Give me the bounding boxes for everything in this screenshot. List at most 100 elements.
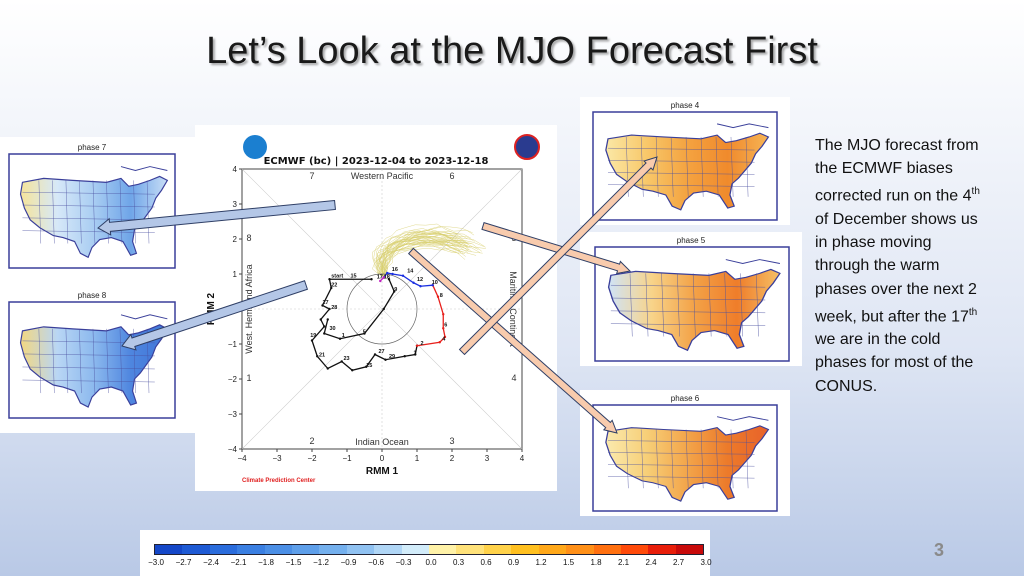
trajectory-point (328, 278, 331, 281)
us-map (605, 416, 770, 502)
colorbar-swatch (374, 545, 402, 554)
page-number: 3 (934, 540, 945, 560)
colorbar-tick-label: −2.7 (175, 558, 192, 567)
trajectory-point (403, 355, 406, 358)
y-tick-label: −4 (228, 445, 238, 454)
ensemble-member (381, 237, 461, 278)
colorbar-swatch (593, 545, 621, 554)
trajectory-label: 23 (344, 356, 350, 362)
state-border (38, 328, 41, 394)
description-text: The MJO forecast from the ECMWF biases cor… (815, 134, 1015, 398)
state-border (38, 180, 41, 244)
trajectory-label: 28 (331, 305, 337, 311)
trajectory-point (382, 307, 385, 311)
colorbar-ticks: −3.0 −2.7 −2.4 −2.1 −1.8 −1.5 −1.2 −0.9 −0.6 −0.3… (142, 558, 712, 570)
colorbar-tick-label: 0.9 (507, 558, 520, 567)
colorbar-tick-label: 2.1 (617, 558, 630, 567)
state-border (65, 328, 69, 394)
x-tick-label: −2 (307, 454, 317, 463)
trajectory-point (330, 286, 333, 290)
trajectory-label: 10 (432, 280, 438, 286)
state-border (677, 273, 680, 337)
state-border (715, 429, 719, 489)
colorbar-tick-label: 1.5 (562, 558, 575, 567)
x-tick-label: −3 (272, 454, 282, 463)
colorbar-tick-label: −0.6 (368, 558, 384, 567)
trajectory-label: 27 (323, 300, 329, 306)
colorbar-tick-label: −1.2 (313, 558, 329, 567)
colorbar-tick-label: 1.2 (535, 558, 547, 567)
state-border (730, 429, 734, 489)
mjo-phase-diagram: ECMWF (bc) | 2023-12-04 to 2023-12-18−4−… (206, 134, 540, 484)
trajectory-point (319, 318, 322, 321)
y-tick-label: −1 (228, 340, 238, 349)
trajectory-point (321, 304, 324, 307)
state-border (22, 353, 155, 357)
trajectory-point (384, 358, 387, 361)
description-line: in phase moving (815, 234, 932, 252)
trajectory-point (340, 360, 343, 363)
trajectory-point (365, 365, 368, 368)
colorbar-tick-label: −0.9 (340, 558, 357, 567)
map-phase-5: phase 5 (580, 232, 802, 366)
map-phase-4: phase 4 (580, 97, 790, 225)
y-axis-label: RMM 2 (206, 292, 217, 325)
trajectory-point (373, 353, 377, 356)
colorbar-swatch (264, 545, 293, 554)
colorbar: −3.0 −2.7 −2.4 −2.1 −1.8 −1.5 −1.2 −0.9 −0.6 −0.3… (140, 530, 712, 576)
state-border (22, 366, 155, 370)
x-tick-label: 0 (380, 454, 385, 463)
y-tick-label: 1 (233, 270, 238, 279)
trajectory-point (379, 279, 382, 283)
description-line: phases for most of the (815, 354, 974, 372)
colorbar-swatch (620, 545, 649, 554)
map-label: phase 4 (670, 101, 700, 110)
map-label: phase 6 (670, 394, 700, 403)
state-border (715, 136, 719, 197)
trajectory-point (401, 274, 405, 277)
state-border (661, 273, 665, 337)
state-border (607, 464, 755, 467)
ensemble-member (381, 230, 475, 278)
y-tick-label: 3 (233, 200, 238, 209)
colorbar-tick-label: 0.0 (425, 558, 437, 567)
trajectory-point (386, 271, 389, 275)
trajectory-point (415, 344, 419, 347)
trajectory-label: 21 (319, 352, 325, 358)
colorbar-swatch (675, 545, 704, 554)
colorbar-swatch (155, 545, 183, 554)
state-border (685, 429, 689, 489)
colorbar-tick-label: 2.7 (672, 558, 685, 567)
colorbar-tick-label: 0.6 (480, 558, 492, 567)
map-phase-6: phase 6 (580, 390, 790, 516)
phase-label: 1 (246, 373, 251, 383)
map-label: phase 8 (77, 291, 107, 300)
state-border (625, 429, 629, 489)
trajectory-label: start (331, 274, 343, 280)
description-line: of December shows us (815, 210, 978, 228)
phase-label: 3 (449, 436, 454, 446)
y-tick-label: 4 (233, 165, 238, 174)
trajectory-point (323, 325, 326, 328)
state-border (745, 136, 749, 197)
state-border (708, 273, 712, 337)
description-line: phases over the next 2 (815, 280, 977, 298)
trajectory-point (370, 278, 373, 281)
trajectory-label: 17 (377, 275, 383, 281)
ensemble-member (379, 232, 452, 278)
state-border (670, 136, 674, 197)
trajectory-label: 16 (392, 267, 398, 273)
canada-outline (716, 416, 769, 421)
state-border (700, 429, 704, 489)
ensemble-member (385, 233, 467, 278)
trajectory-line (311, 278, 418, 371)
noaa-logo (243, 135, 267, 159)
trajectory-point (338, 337, 342, 340)
state-border (607, 476, 755, 479)
colorbar-tick-label: −0.3 (395, 558, 412, 567)
ensemble-member (375, 235, 461, 278)
x-tick-label: 1 (415, 454, 420, 463)
map-label: phase 7 (77, 143, 107, 152)
x-tick-label: −4 (237, 454, 247, 463)
description-line: week, but after the 17th (815, 306, 978, 326)
